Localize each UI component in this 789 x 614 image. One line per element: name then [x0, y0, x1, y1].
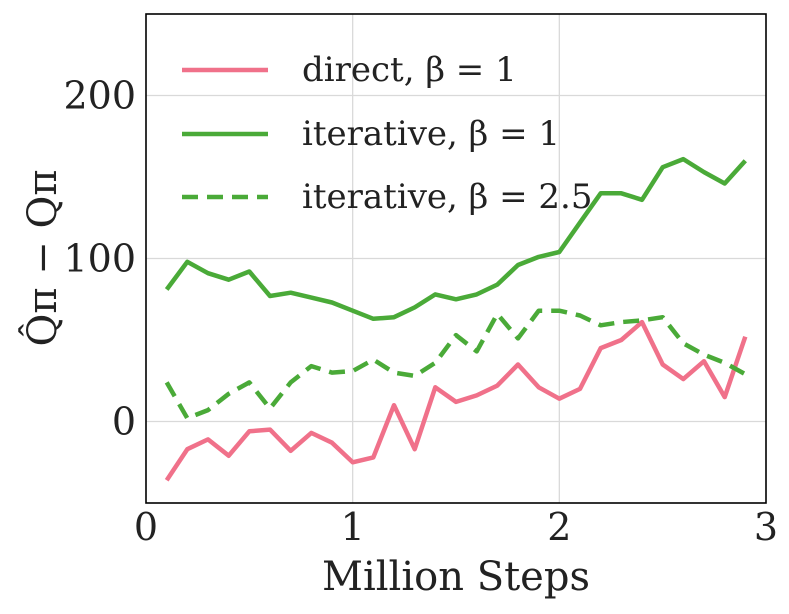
- series-line-1: [164, 319, 748, 482]
- x-tick-label: 1: [341, 505, 365, 549]
- y-tick-label: 100: [63, 237, 136, 281]
- legend: direct, β = 1 iterative, β = 1 iterative, …: [182, 50, 593, 217]
- grid: [146, 14, 766, 503]
- x-tick-label: 2: [547, 505, 571, 549]
- legend-label-2: iterative, β = 1: [302, 114, 560, 154]
- x-tick-label: 0: [134, 505, 158, 549]
- x-tick-label: 3: [754, 505, 778, 549]
- series-line-3: [164, 308, 747, 421]
- series-line-2: [164, 156, 747, 322]
- legend-label-3: iterative, β = 2.5: [302, 177, 593, 217]
- series-lines: [164, 156, 748, 482]
- x-tick-labels: 0 1 2 3: [134, 505, 778, 549]
- y-tick-label: 0: [112, 400, 136, 444]
- y-axis-label: Q̂π − Qπ: [20, 169, 66, 346]
- legend-label-1: direct, β = 1: [302, 50, 517, 90]
- x-axis-label: Million Steps: [322, 554, 590, 600]
- plot-frame: [145, 13, 767, 504]
- y-tick-label: 200: [63, 74, 136, 118]
- y-tick-labels: 0 100 200: [63, 74, 136, 444]
